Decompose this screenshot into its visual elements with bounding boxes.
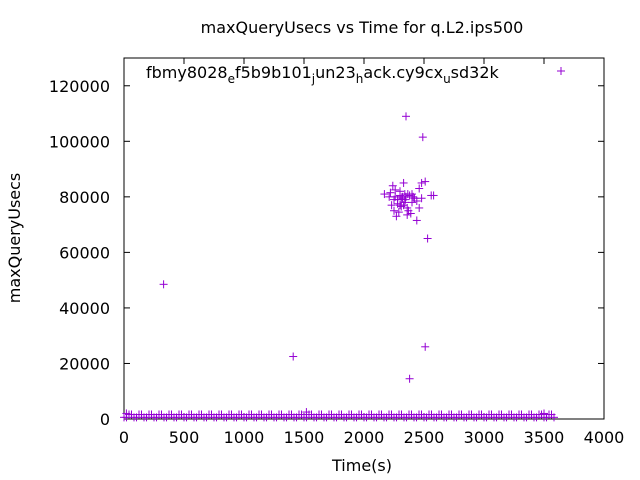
data-point — [397, 195, 406, 204]
data-point — [302, 408, 311, 417]
data-point — [385, 192, 394, 201]
data-point — [415, 184, 424, 193]
data-point — [412, 216, 421, 225]
x-tick-label: 2000 — [344, 428, 385, 447]
legend-marker — [557, 67, 565, 75]
data-point — [388, 181, 397, 190]
y-tick-label: 120000 — [49, 77, 110, 96]
y-tick-label: 0 — [100, 410, 110, 429]
data-point — [421, 177, 430, 186]
plot-frame — [123, 57, 605, 420]
x-axis-label: Time(s) — [331, 456, 392, 475]
data-point — [289, 352, 298, 361]
y-axis-label: maxQueryUsecs — [5, 173, 24, 304]
data-point — [403, 190, 412, 199]
legend-label: fbmy8028ef5b9b101jun23hack.cy9cxusd32k — [146, 63, 500, 86]
data-point — [406, 209, 415, 218]
x-axis: 0 500 1000 1500 2000 2500 3000 3500 4000 — [119, 58, 624, 447]
data-point — [403, 210, 412, 219]
data-point — [417, 178, 426, 187]
x-tick-label: 1000 — [224, 428, 265, 447]
y-tick-label: 40000 — [59, 299, 110, 318]
x-tick-label: 500 — [169, 428, 200, 447]
data-point — [387, 201, 396, 210]
data-point — [418, 133, 427, 142]
data-point — [402, 112, 410, 121]
data-point — [122, 409, 131, 418]
x-tick-label: 1500 — [284, 428, 325, 447]
data-point — [417, 194, 426, 203]
data-point — [392, 212, 401, 221]
y-tick-label: 60000 — [59, 243, 110, 262]
data-points — [120, 67, 565, 422]
data-point — [405, 374, 414, 383]
data-point — [390, 206, 398, 215]
data-point — [386, 188, 395, 197]
data-point — [423, 234, 432, 243]
data-point — [409, 192, 418, 201]
chart-title: maxQueryUsecs vs Time for q.L2.ips500 — [201, 18, 524, 37]
data-point — [393, 199, 402, 208]
y-axis: 0 20000 40000 60000 80000 100000 120000 — [49, 77, 604, 429]
data-point — [159, 280, 168, 289]
x-tick-label: 3000 — [464, 428, 505, 447]
x-tick-label: 3500 — [524, 428, 565, 447]
data-point — [408, 198, 416, 207]
data-point — [429, 191, 438, 200]
data-point — [540, 409, 548, 418]
legend: fbmy8028ef5b9b101jun23hack.cy9cxusd32k — [146, 63, 500, 86]
data-point — [415, 203, 424, 212]
data-point — [394, 208, 403, 217]
y-tick-label: 100000 — [49, 132, 110, 151]
data-point — [396, 187, 404, 196]
data-point — [399, 201, 408, 210]
x-tick-label: 0 — [119, 428, 129, 447]
plot-border — [123, 57, 605, 420]
y-tick-label: 80000 — [59, 188, 110, 207]
y-tick-label: 20000 — [59, 354, 110, 373]
x-tick-label: 4000 — [584, 428, 625, 447]
data-point — [391, 185, 400, 194]
data-point — [421, 342, 430, 351]
x-tick-label: 2500 — [404, 428, 445, 447]
data-point — [380, 190, 389, 199]
data-point — [399, 178, 408, 187]
data-point — [550, 413, 558, 422]
data-point — [412, 197, 421, 206]
